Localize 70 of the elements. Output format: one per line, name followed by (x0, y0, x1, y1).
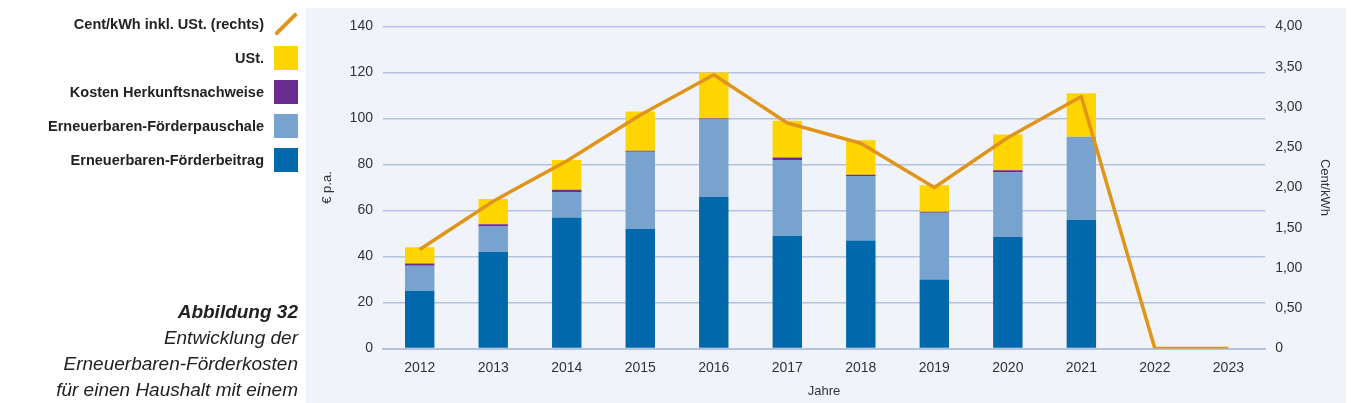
x-tick-label: 2022 (1139, 358, 1171, 375)
bar (846, 240, 876, 348)
text: Entwicklung der Erneuerbaren-Förderkosten für einen Haushalt mit einem (55, 326, 298, 402)
bar (625, 151, 655, 229)
bar (405, 263, 435, 266)
bar (625, 228, 655, 348)
y2-tick-label: 2,00 (1275, 178, 1303, 195)
y-tick-label: 100 (349, 109, 374, 126)
y-tick-label: 60 (357, 201, 374, 218)
y-tick-label: 0 (365, 339, 374, 356)
bar (478, 224, 508, 227)
bar (846, 140, 876, 175)
x-tick-label: 2016 (698, 358, 730, 375)
bar (993, 172, 1023, 237)
bar (993, 236, 1023, 348)
bar (1066, 219, 1097, 348)
y2-tick-label: 1,00 (1275, 258, 1303, 275)
legend-label: Erneuerbaren-Förderpauschale (48, 118, 264, 134)
bar (919, 212, 950, 280)
bar (846, 175, 876, 241)
x-tick-label: 2017 (771, 358, 804, 375)
bar (405, 247, 435, 264)
bar (919, 185, 950, 212)
y2-tick-label: 3,00 (1275, 97, 1303, 114)
x-tick-label: 2014 (551, 358, 583, 375)
legend-label: Kosten Herkunftsnachweise (69, 84, 264, 100)
bar (1066, 136, 1097, 220)
bar (772, 159, 802, 236)
y-tick-label: 140 (349, 17, 374, 34)
y2-tick-label: 3,50 (1275, 57, 1303, 74)
x-tick-label: 2018 (845, 358, 877, 375)
bar (919, 279, 950, 348)
y-tick-label: 120 (349, 63, 374, 80)
y2-tick-label: 1,50 (1275, 218, 1303, 235)
x-tick-label: 2015 (624, 358, 657, 375)
bar (699, 119, 729, 197)
bar (405, 291, 435, 348)
bar (552, 159, 582, 190)
y2-tick-label: 4,00 (1275, 17, 1303, 34)
bar (478, 226, 508, 252)
bar (552, 217, 582, 348)
y-axis-title: € p.a. (319, 171, 335, 204)
bar (625, 111, 655, 151)
legend-label: USt. (235, 50, 264, 66)
bar (993, 134, 1023, 171)
bar (772, 120, 802, 158)
x-tick-label: 2019 (918, 358, 951, 375)
x-tick-label: 2021 (1065, 358, 1098, 375)
bar (993, 170, 1023, 173)
y2-tick-label: 0 (1275, 339, 1284, 356)
bar (699, 72, 729, 119)
bar (405, 265, 435, 292)
x-tick-label: 2020 (992, 358, 1024, 375)
y2-tick-label: 2,50 (1275, 138, 1303, 155)
bar (772, 235, 802, 348)
y-tick-label: 80 (357, 155, 374, 172)
x-tick-label: 2012 (404, 358, 436, 375)
legend-label: Erneuerbaren-Förderbeitrag (70, 152, 264, 168)
x-tick-label: 2013 (477, 358, 510, 375)
bar (552, 192, 582, 218)
y-tick-label: 40 (357, 247, 374, 264)
x-tick-label: 2023 (1212, 358, 1245, 375)
legend-label: Cent/kWh inkl. USt. (rechts) (73, 16, 264, 32)
x-axis-title: Jahre (807, 382, 841, 398)
bar (699, 196, 729, 348)
y2-tick-label: 0,50 (1275, 299, 1303, 316)
y2-axis-title: Cent/kWh (1317, 158, 1333, 217)
bar (478, 251, 508, 348)
text: Abbildung 32 (176, 300, 298, 324)
y-tick-label: 20 (357, 293, 374, 310)
